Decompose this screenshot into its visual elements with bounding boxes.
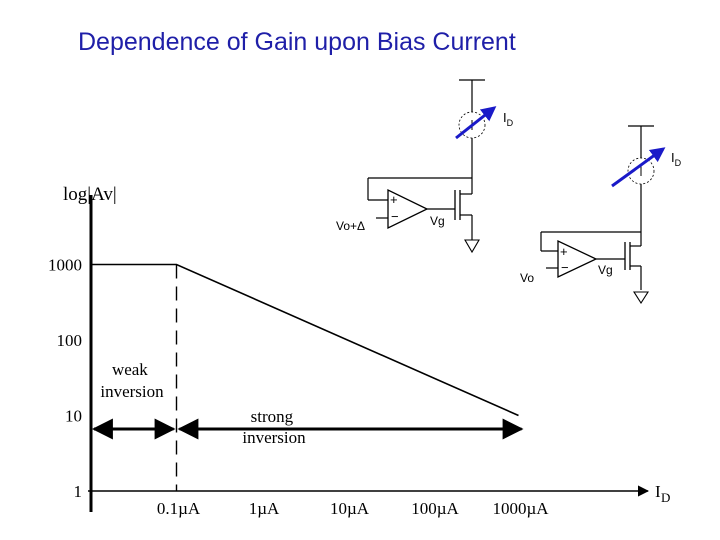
plot-area: log|Av| I D 1 10 100 1000 0.1µA 1µA 10µA 100µA… (48, 184, 670, 518)
ground-left (464, 239, 480, 254)
y-tick-label: 10 (65, 407, 82, 426)
svg-text:I: I (655, 482, 661, 501)
opamp-left-minus: − (391, 209, 399, 224)
variable-source-arrow-right (611, 147, 666, 188)
opamp-left-plus: + (390, 192, 398, 207)
strong-inversion-label: strong inversion (242, 407, 306, 447)
opamp-right (557, 239, 598, 279)
input-label-left: Vo+Δ (336, 219, 365, 233)
y-tick-label: 1000 (48, 256, 82, 275)
y-tick-label: 100 (57, 331, 83, 350)
input-label-right: Vo (520, 271, 534, 285)
current-label-right: ID (671, 150, 682, 168)
circuit-left: ID + − Vo+Δ Vg (336, 79, 514, 254)
x-tick-label: 0.1µA (157, 499, 201, 518)
circuit-right: ID + − Vo Vg (520, 125, 682, 305)
gate-label-left: Vg (430, 214, 445, 228)
opamp-left (387, 188, 429, 230)
x-tick-label: 10µA (330, 499, 370, 518)
x-tick-labels: 0.1µA 1µA 10µA 100µA 1000µA (157, 499, 549, 518)
x-tick-label: 1µA (249, 499, 280, 518)
weak-inversion-label: weak inversion (100, 360, 164, 401)
x-axis-label: I D (655, 482, 670, 505)
gate-label-right: Vg (598, 263, 613, 277)
ground-right (632, 291, 650, 305)
y-tick-label: 1 (74, 482, 83, 501)
y-tick-labels: 1 10 100 1000 (48, 256, 82, 502)
transistor-right (624, 232, 642, 290)
y-axis-label: log|Av| (63, 184, 117, 205)
x-tick-label: 100µA (411, 499, 459, 518)
transistor-left (454, 178, 473, 240)
opamp-right-minus: − (561, 260, 569, 275)
slide-title: Dependence of Gain upon Bias Current (78, 28, 516, 56)
current-label-left: ID (503, 110, 514, 128)
x-tick-label: 1000µA (492, 499, 549, 518)
opamp-right-plus: + (560, 244, 568, 259)
svg-text:D: D (661, 490, 670, 505)
variable-source-arrow-left (455, 106, 497, 140)
